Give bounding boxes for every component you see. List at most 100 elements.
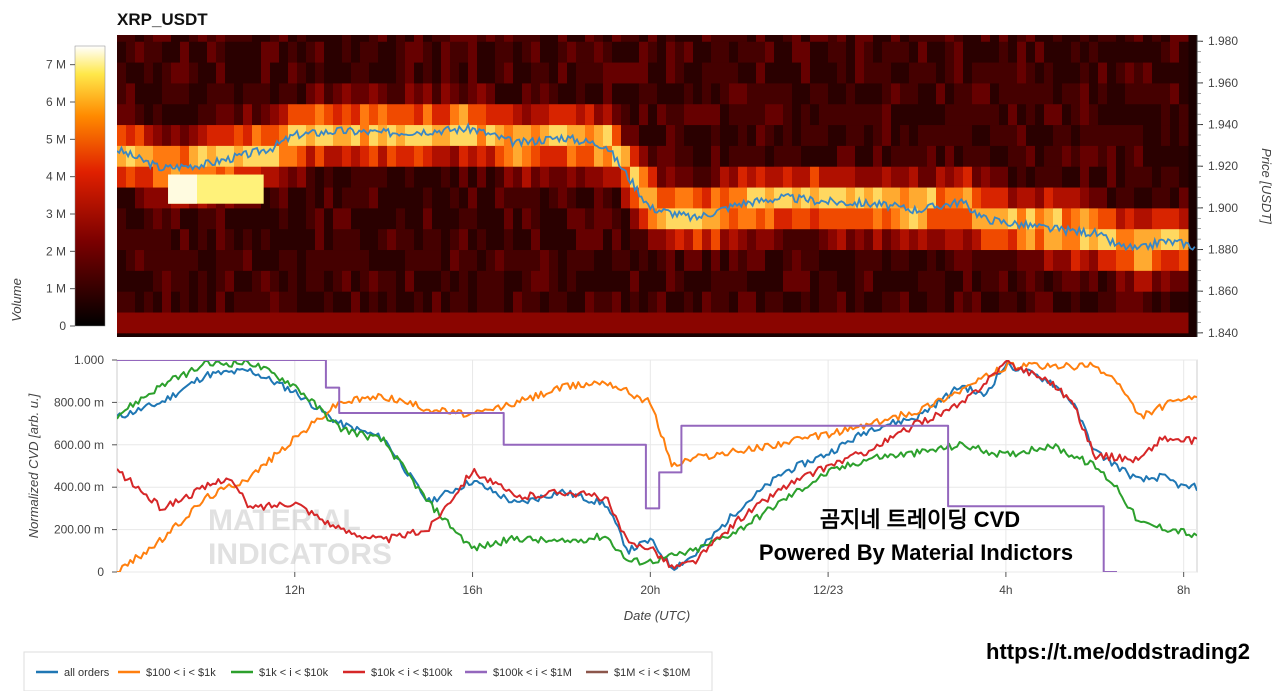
heatmap-cell [549, 207, 559, 230]
heatmap-cell [405, 145, 415, 167]
heatmap-cell [1053, 270, 1063, 292]
telegram-url[interactable]: https://t.me/oddstrading2 [986, 639, 1250, 664]
heatmap-cell [1125, 35, 1135, 42]
heatmap-cell [1170, 124, 1180, 146]
heatmap-cell [540, 62, 550, 84]
heatmap-cell [288, 187, 298, 209]
legend-item-label[interactable]: $1M < i < $10M [614, 667, 690, 679]
heatmap-cell [1161, 312, 1171, 334]
heatmap-cell [342, 291, 352, 313]
price-tick-label: 1.980 [1208, 34, 1238, 48]
heatmap-cell [558, 187, 568, 209]
legend-item-label[interactable]: $10k < i < $100k [371, 667, 453, 679]
heatmap-cell [864, 41, 874, 63]
heatmap-cell [396, 249, 406, 271]
heatmap-cell [171, 82, 181, 105]
heatmap-cell [252, 41, 262, 63]
heatmap-cell [1044, 291, 1054, 313]
heatmap-cell [648, 312, 658, 334]
heatmap-cell [756, 124, 766, 146]
heatmap-cell [513, 35, 523, 42]
heatmap-cell [441, 82, 451, 105]
heatmap-cell [1179, 145, 1189, 167]
heatmap-cell [630, 145, 640, 167]
heatmap-cell [693, 270, 703, 292]
heatmap-cell [666, 166, 676, 188]
heatmap-cell [630, 312, 640, 334]
heatmap-cell [774, 103, 784, 126]
heatmap-cell [459, 291, 469, 313]
heatmap-cell [828, 62, 838, 84]
heatmap-cell [198, 82, 208, 105]
legend-item-label[interactable]: $100 < i < $1k [146, 667, 216, 679]
heatmap-cell [1035, 103, 1045, 126]
heatmap-cell [441, 249, 451, 271]
heatmap-cell [1134, 249, 1144, 271]
heatmap-cell [810, 291, 820, 313]
heatmap-cell [729, 207, 739, 230]
heatmap-cell [432, 124, 442, 146]
heatmap-cell [666, 249, 676, 271]
heatmap-cell [549, 145, 559, 167]
heatmap-cell [909, 35, 919, 42]
heatmap-cell [153, 41, 163, 63]
heatmap-cell [1062, 41, 1072, 63]
heatmap-cell [1008, 312, 1018, 334]
heatmap-cell [1071, 62, 1081, 84]
heatmap-cell [342, 207, 352, 230]
heatmap-cell [495, 62, 505, 84]
heatmap-cell [630, 166, 640, 188]
heatmap-cell [324, 228, 334, 251]
heatmap-cell [315, 270, 325, 292]
heatmap-cell [945, 291, 955, 313]
heatmap-cell [234, 145, 244, 167]
heatmap-cell [1152, 249, 1162, 271]
heatmap-cell [810, 187, 820, 209]
legend-item-label[interactable]: $1k < i < $10k [259, 667, 329, 679]
heatmap-cell [684, 103, 694, 126]
heatmap-cell [558, 270, 568, 292]
heatmap-cell [540, 166, 550, 188]
heatmap-cell [333, 187, 343, 209]
heatmap-cell [1143, 228, 1153, 251]
heatmap-cell [477, 41, 487, 63]
heatmap-cell [360, 62, 370, 84]
heatmap-cell [252, 249, 262, 271]
heatmap-cell [459, 41, 469, 63]
heatmap-cell [801, 41, 811, 63]
heatmap-cell [378, 35, 388, 42]
heatmap-cell [810, 62, 820, 84]
heatmap-cell [666, 124, 676, 146]
heatmap-cell [1017, 124, 1027, 146]
heatmap-cell [1152, 145, 1162, 167]
heatmap-cell [612, 145, 622, 167]
heatmap-cell [846, 103, 856, 126]
cvd-x-tick-label: 4h [999, 583, 1012, 597]
heatmap-cell [981, 228, 991, 251]
heatmap-cell [459, 187, 469, 209]
heatmap-cell [675, 187, 685, 209]
heatmap-cell [1161, 124, 1171, 146]
heatmap-cell [1026, 166, 1036, 188]
heatmap-cell [117, 187, 127, 209]
heatmap-cell [459, 82, 469, 105]
heatmap-cell [1035, 35, 1045, 42]
heatmap-cell [747, 82, 757, 105]
heatmap-cell [270, 103, 280, 126]
heatmap-cell [1107, 270, 1117, 292]
heatmap-cell [954, 270, 964, 292]
legend-item-label[interactable]: all orders [64, 667, 110, 679]
legend-item-label[interactable]: $100k < i < $1M [493, 667, 572, 679]
heatmap-cell [378, 270, 388, 292]
heatmap-cell [630, 187, 640, 209]
heatmap-cell [792, 207, 802, 230]
heatmap-cell [882, 41, 892, 63]
heatmap-cell [1044, 166, 1054, 188]
heatmap-cell [1107, 249, 1117, 271]
heatmap-cell [486, 312, 496, 334]
heatmap-cell [702, 35, 712, 42]
heatmap-cell [837, 41, 847, 63]
heatmap-cell [468, 41, 478, 63]
heatmap-cell [567, 103, 577, 126]
heatmap-cell [684, 35, 694, 42]
